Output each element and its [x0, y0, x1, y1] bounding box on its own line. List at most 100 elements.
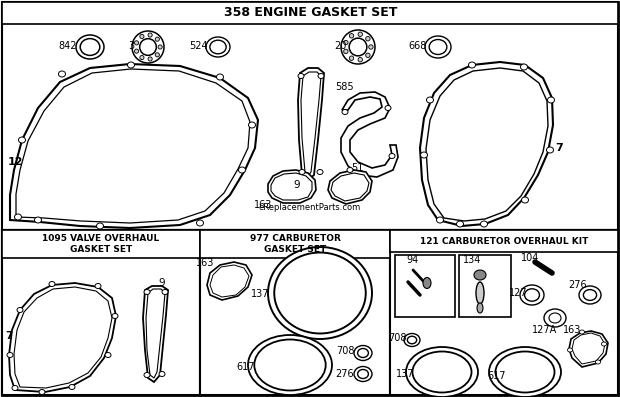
Bar: [2, 230, 200, 395]
Ellipse shape: [249, 122, 255, 128]
Polygon shape: [298, 68, 324, 180]
Ellipse shape: [135, 41, 139, 45]
Ellipse shape: [148, 33, 152, 37]
Ellipse shape: [546, 147, 554, 153]
Polygon shape: [143, 286, 168, 382]
Ellipse shape: [412, 351, 472, 393]
Ellipse shape: [549, 313, 561, 323]
Polygon shape: [207, 262, 252, 300]
Text: 94: 94: [406, 255, 419, 265]
Ellipse shape: [349, 56, 354, 60]
Ellipse shape: [7, 353, 13, 358]
Ellipse shape: [274, 252, 366, 333]
Text: 9: 9: [159, 278, 166, 288]
Ellipse shape: [477, 303, 483, 313]
Ellipse shape: [420, 152, 428, 158]
Ellipse shape: [385, 106, 391, 110]
Ellipse shape: [206, 37, 230, 57]
Ellipse shape: [341, 30, 375, 64]
Ellipse shape: [407, 336, 417, 344]
Ellipse shape: [95, 283, 101, 289]
Ellipse shape: [17, 308, 23, 312]
Bar: [390, 230, 618, 252]
Ellipse shape: [567, 348, 572, 352]
Ellipse shape: [343, 40, 348, 45]
Ellipse shape: [349, 34, 354, 38]
Ellipse shape: [35, 217, 42, 223]
Ellipse shape: [248, 335, 332, 395]
Bar: [2, 2, 618, 230]
Ellipse shape: [469, 62, 476, 68]
Text: 137: 137: [250, 289, 269, 299]
Ellipse shape: [366, 53, 370, 58]
Ellipse shape: [49, 281, 55, 287]
Ellipse shape: [12, 385, 18, 391]
Ellipse shape: [601, 342, 606, 346]
Ellipse shape: [239, 167, 246, 173]
Text: 137: 137: [396, 369, 414, 379]
Ellipse shape: [58, 71, 66, 77]
Ellipse shape: [318, 73, 324, 79]
Ellipse shape: [425, 36, 451, 58]
Ellipse shape: [216, 74, 223, 80]
Text: 524: 524: [190, 41, 208, 51]
Ellipse shape: [197, 220, 203, 226]
Ellipse shape: [354, 366, 372, 382]
Text: 276: 276: [569, 280, 587, 290]
Ellipse shape: [144, 372, 150, 378]
Bar: [200, 230, 390, 395]
Ellipse shape: [354, 345, 372, 360]
Text: 12: 12: [8, 157, 24, 167]
Polygon shape: [10, 64, 258, 228]
Ellipse shape: [105, 353, 111, 358]
Ellipse shape: [489, 347, 561, 397]
Ellipse shape: [132, 31, 164, 63]
Ellipse shape: [317, 170, 323, 175]
Ellipse shape: [97, 223, 104, 229]
Text: 7: 7: [5, 331, 12, 341]
Text: 842: 842: [59, 41, 78, 51]
Ellipse shape: [135, 49, 139, 53]
Text: 7: 7: [555, 143, 563, 153]
Text: 9: 9: [293, 180, 299, 190]
Text: 617: 617: [237, 362, 255, 372]
Text: 104: 104: [521, 253, 539, 263]
Ellipse shape: [112, 314, 118, 318]
Ellipse shape: [299, 170, 305, 175]
Polygon shape: [341, 92, 398, 177]
Ellipse shape: [366, 37, 370, 41]
Ellipse shape: [210, 40, 226, 54]
Ellipse shape: [358, 370, 368, 378]
Ellipse shape: [343, 49, 348, 54]
Bar: [2, 230, 200, 258]
Ellipse shape: [140, 35, 144, 39]
Text: 121 CARBURETOR OVERHAUL KIT: 121 CARBURETOR OVERHAUL KIT: [420, 237, 588, 245]
Text: eReplacementParts.com: eReplacementParts.com: [259, 204, 361, 212]
Ellipse shape: [476, 282, 484, 304]
Ellipse shape: [342, 110, 348, 114]
Ellipse shape: [159, 372, 165, 376]
Ellipse shape: [39, 389, 45, 395]
Ellipse shape: [495, 351, 554, 393]
Bar: [390, 230, 618, 395]
Text: 668: 668: [409, 41, 427, 51]
Ellipse shape: [480, 221, 487, 227]
Ellipse shape: [595, 360, 601, 364]
Ellipse shape: [521, 197, 528, 203]
Text: 127A: 127A: [533, 325, 557, 335]
Ellipse shape: [404, 333, 420, 347]
Ellipse shape: [155, 53, 159, 57]
Ellipse shape: [429, 40, 447, 54]
Polygon shape: [328, 170, 372, 204]
Ellipse shape: [298, 73, 304, 79]
Ellipse shape: [547, 97, 554, 103]
Ellipse shape: [521, 64, 528, 70]
Ellipse shape: [80, 39, 100, 56]
Text: 358 ENGINE GASKET SET: 358 ENGINE GASKET SET: [224, 6, 397, 19]
Text: 134: 134: [463, 255, 481, 265]
Polygon shape: [420, 62, 553, 226]
Ellipse shape: [144, 289, 150, 295]
Ellipse shape: [148, 57, 152, 61]
Ellipse shape: [128, 62, 135, 68]
Text: 1095 VALVE OVERHAUL
GASKET SET: 1095 VALVE OVERHAUL GASKET SET: [42, 234, 159, 254]
